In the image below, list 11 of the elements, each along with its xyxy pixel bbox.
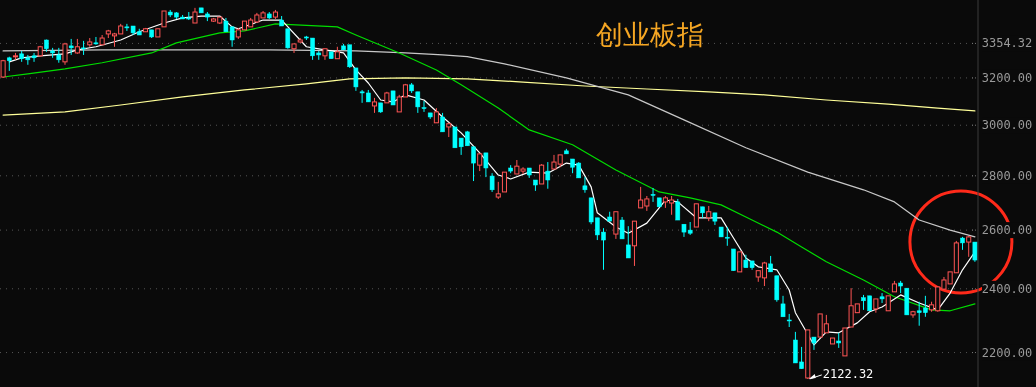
y-tick-label: 2800.00 <box>981 168 1033 183</box>
y-tick-label: 2600.00 <box>981 223 1033 238</box>
y-tick-label: 2400.00 <box>981 281 1033 296</box>
y-tick-label: 3200.00 <box>981 70 1033 85</box>
text: 创业板指 <box>596 20 704 50</box>
y-tick-label: 2200.00 <box>981 345 1033 360</box>
line-series <box>2 49 976 238</box>
line-series <box>2 77 976 116</box>
y-tick-label: 3354.32 <box>981 36 1033 51</box>
y-tick-label: 3000.00 <box>981 118 1033 133</box>
annotation: 2122.32 <box>822 366 874 381</box>
